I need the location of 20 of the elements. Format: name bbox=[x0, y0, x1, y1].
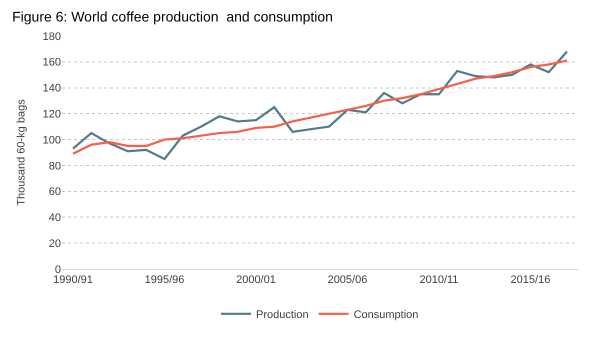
y-tick-label: 80 bbox=[48, 160, 61, 172]
legend-label: Consumption bbox=[354, 309, 418, 322]
x-tick-label: 1995/96 bbox=[144, 274, 184, 286]
y-tick-label: 60 bbox=[48, 186, 61, 198]
y-tick-label: 140 bbox=[42, 82, 61, 95]
y-tick-label: 0 bbox=[54, 264, 61, 276]
x-tick-label: 2010/11 bbox=[419, 274, 458, 286]
legend-label: Production bbox=[256, 309, 309, 322]
y-tick-label: 100 bbox=[42, 134, 61, 146]
y-tick-label: 120 bbox=[42, 108, 61, 121]
x-tick-label: 2005/06 bbox=[328, 274, 368, 286]
y-tick-label: 180 bbox=[42, 30, 61, 43]
x-tick-label: 2015/16 bbox=[510, 274, 550, 286]
y-tick-label: 160 bbox=[42, 56, 61, 69]
x-tick-label: 2000/01 bbox=[236, 274, 276, 286]
chart-title: Figure 6: World coffee production and consumption bbox=[12, 8, 333, 25]
y-axis-title: Thousand 60-kg bags bbox=[15, 98, 28, 206]
x-tick-label: 1990/91 bbox=[53, 274, 93, 286]
y-tick-label: 40 bbox=[48, 212, 61, 224]
y-tick-label: 20 bbox=[48, 238, 61, 250]
